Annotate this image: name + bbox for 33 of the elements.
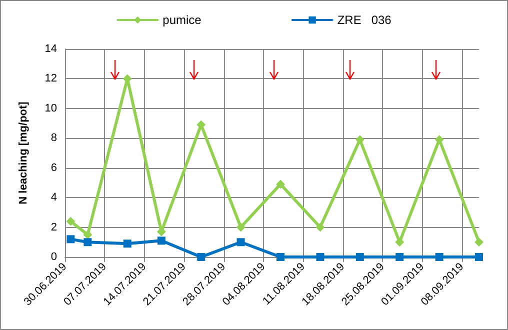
y-tick-label: 6 xyxy=(50,162,57,174)
point xyxy=(475,253,483,261)
y-tick-label: 8 xyxy=(50,132,57,144)
point xyxy=(123,240,132,248)
point xyxy=(474,238,484,247)
point xyxy=(276,253,285,261)
y-tick-label: 10 xyxy=(44,102,57,114)
point xyxy=(316,253,324,261)
point xyxy=(355,135,364,144)
point xyxy=(196,120,206,130)
point xyxy=(66,216,76,226)
y-tick-label: 0 xyxy=(50,251,57,263)
legend-label: pumice xyxy=(162,13,202,27)
point xyxy=(236,238,245,246)
point xyxy=(157,236,166,245)
point xyxy=(276,180,286,189)
y-tick-label: 4 xyxy=(50,192,57,204)
y-tick-label: 14 xyxy=(44,43,57,55)
point xyxy=(83,230,92,240)
point xyxy=(396,253,404,261)
point xyxy=(395,238,404,247)
point xyxy=(434,135,444,144)
point xyxy=(236,222,246,232)
y-tick-label: 2 xyxy=(50,221,57,234)
point xyxy=(356,253,364,261)
point xyxy=(66,235,75,244)
y-axis-title: N leaching [mg/pot] xyxy=(18,101,30,204)
y-tick-label: 12 xyxy=(44,72,57,85)
point xyxy=(316,222,325,232)
legend-label: ZRE 036 xyxy=(337,13,392,27)
point xyxy=(197,253,206,261)
point xyxy=(84,238,92,246)
point xyxy=(435,253,444,261)
